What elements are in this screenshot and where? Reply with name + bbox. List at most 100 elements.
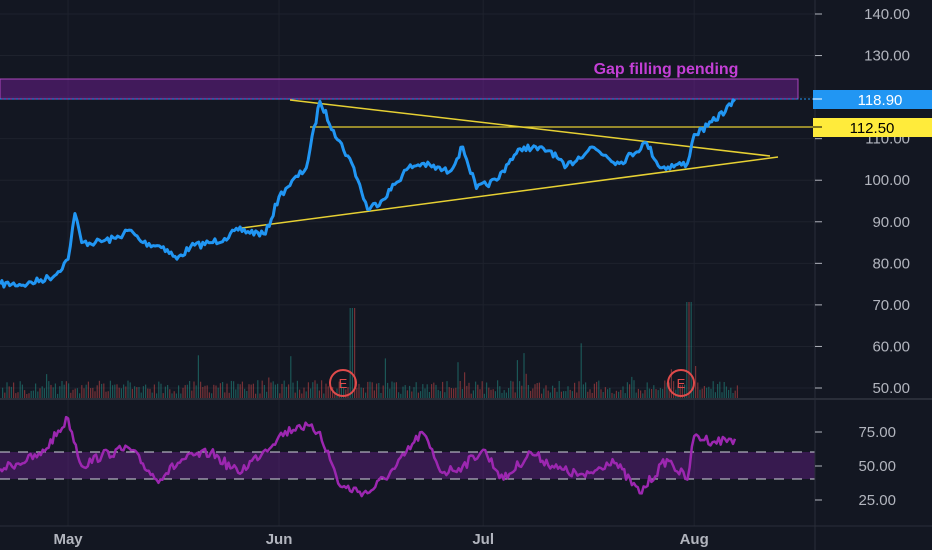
volume-bar: [193, 381, 195, 398]
rsi-band: [0, 452, 815, 479]
volume-bar: [732, 393, 734, 398]
volume-bar: [213, 384, 215, 398]
volume-bar: [631, 376, 633, 398]
volume-bar: [371, 382, 373, 398]
volume-bar: [527, 385, 529, 398]
rsi-axis-ticks: 25.00 50.00 75.00: [815, 424, 896, 509]
volume-bar: [158, 381, 160, 398]
volume-bar: [329, 380, 331, 398]
volume-bar: [437, 389, 439, 398]
volume-bar: [72, 389, 74, 398]
volume-bar: [708, 386, 710, 398]
volume-bar: [549, 392, 551, 398]
volume-bar: [37, 391, 39, 398]
volume-bar: [118, 387, 120, 398]
volume-bar: [497, 380, 499, 398]
volume-bar: [259, 393, 261, 398]
volume-bar: [349, 308, 351, 398]
volume-bar: [4, 392, 6, 398]
volume-bar: [19, 381, 21, 398]
svg-text:112.50: 112.50: [850, 120, 895, 137]
volume-bar: [560, 391, 562, 398]
volume-bar: [336, 388, 338, 398]
volume-bar: [241, 381, 243, 398]
volume-bar: [593, 383, 595, 398]
volume-bar: [380, 393, 382, 398]
volume-bar: [444, 392, 446, 398]
volume-bar: [61, 381, 63, 398]
volume-bar: [15, 393, 17, 398]
volume-bar: [446, 381, 448, 398]
volume-bar: [200, 381, 202, 398]
volume-bar: [600, 389, 602, 398]
price-axis-ticks: 50.0060.0070.0080.0090.00100.00110.00120…: [815, 6, 910, 397]
volume-bar: [160, 383, 162, 398]
volume-bar: [501, 392, 503, 398]
volume-bar: [263, 385, 265, 398]
volume-bar: [98, 380, 100, 398]
volume-bar: [169, 389, 171, 398]
volume-bar: [63, 384, 65, 398]
volume-bar: [633, 380, 635, 398]
volume-bar: [109, 380, 111, 398]
volume-bar: [717, 384, 719, 398]
volume-bar: [512, 381, 514, 398]
volume-bar: [505, 392, 507, 398]
volume-bar: [670, 369, 672, 398]
volume-bar: [486, 382, 488, 398]
volume-bar: [270, 382, 272, 398]
volume-bar: [587, 391, 589, 398]
volume-bar: [52, 387, 54, 398]
rsi-tick-label: 50.00: [858, 458, 896, 475]
volume-bar: [175, 393, 177, 398]
volume-bar: [250, 384, 252, 398]
volume-bar: [721, 392, 723, 398]
volume-bar: [662, 388, 664, 398]
volume-bar: [323, 393, 325, 398]
volume-bar: [228, 392, 230, 398]
volume-bar: [642, 393, 644, 398]
volume-bar: [32, 390, 34, 398]
volume-bar: [354, 308, 356, 398]
volume-bar: [552, 385, 554, 398]
volume-bar: [87, 381, 89, 398]
time-axis-ticks: May Jun Jul Aug: [53, 531, 708, 548]
volume-bar: [697, 382, 699, 398]
volume-bar: [554, 388, 556, 398]
volume-bar: [640, 390, 642, 398]
volume-bar: [26, 394, 28, 398]
volume-bar: [466, 385, 468, 398]
volume-bar: [327, 386, 329, 398]
volume-bar: [420, 391, 422, 398]
volume-bar: [391, 381, 393, 398]
volume-bar: [514, 392, 516, 398]
volume-bar: [167, 385, 169, 398]
volume-bar: [299, 389, 301, 398]
volume-bar: [13, 382, 15, 398]
volume-bar: [50, 384, 52, 398]
volume-bar: [455, 387, 457, 398]
volume-bar: [358, 383, 360, 398]
volume-bar: [648, 388, 650, 398]
volume-bar: [367, 381, 369, 398]
volume-bar: [8, 386, 10, 398]
volume-bar: [490, 389, 492, 398]
volume-bar: [182, 387, 184, 398]
volume-bar: [387, 382, 389, 398]
volume-bar: [655, 389, 657, 398]
volume-bar: [622, 386, 624, 398]
volume-bar: [618, 391, 620, 398]
volume-bar: [488, 387, 490, 398]
volume-bar: [356, 387, 358, 398]
volume-bar: [307, 382, 309, 398]
volume-bar: [81, 385, 83, 398]
volume-bar: [569, 389, 571, 398]
volume-bar: [541, 393, 543, 398]
volume-bar: [28, 393, 30, 398]
volume-bar: [195, 385, 197, 398]
volume-bar: [457, 362, 459, 398]
volume-bar: [252, 383, 254, 398]
volume-bar: [384, 358, 386, 398]
volume-bar: [728, 389, 730, 398]
